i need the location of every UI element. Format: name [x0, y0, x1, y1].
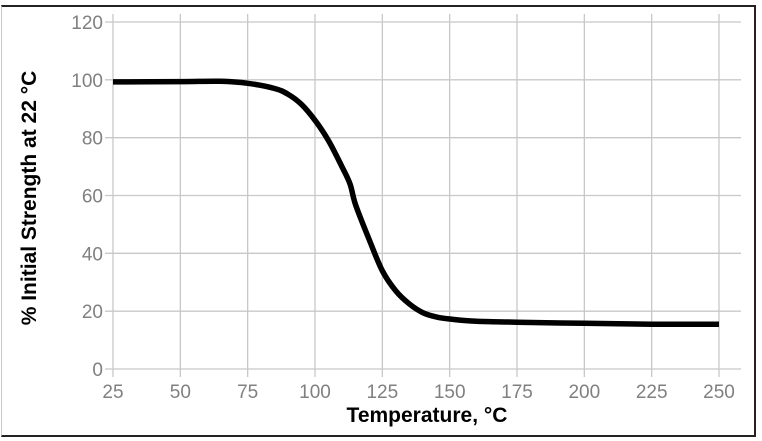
- y-tick-label: 20: [82, 302, 103, 323]
- y-tick-label: 0: [92, 360, 103, 381]
- strength-curve: [112, 78, 720, 327]
- x-tick-label: 50: [170, 382, 191, 403]
- x-tick-label: 200: [568, 382, 600, 403]
- y-axis-ticks: 0 20 40 60 80 100 120: [71, 13, 103, 381]
- y-axis-title: % Initial Strength at 22 °C: [18, 71, 41, 326]
- y-tick-label: 60: [82, 187, 103, 208]
- x-axis-ticks: 25 50 75 100 125 150 175 200 225 250: [102, 382, 734, 403]
- x-tick-label: 100: [299, 382, 331, 403]
- x-tick-label: 175: [501, 382, 533, 403]
- x-tick-label: 25: [102, 382, 123, 403]
- x-tick-label: 75: [237, 382, 258, 403]
- y-tick-label: 120: [71, 13, 103, 34]
- y-tick-label: 40: [82, 244, 103, 265]
- x-tick-label: 250: [703, 382, 735, 403]
- y-tick-label: 80: [82, 129, 103, 150]
- x-tick-label: 150: [434, 382, 466, 403]
- x-tick-label: 125: [366, 382, 398, 403]
- y-tick-label: 100: [71, 71, 103, 92]
- chart-frame: [1, 5, 756, 437]
- grid-lines: [105, 14, 741, 377]
- x-tick-label: 225: [636, 382, 668, 403]
- x-axis-title: Temperature, °C: [347, 404, 508, 427]
